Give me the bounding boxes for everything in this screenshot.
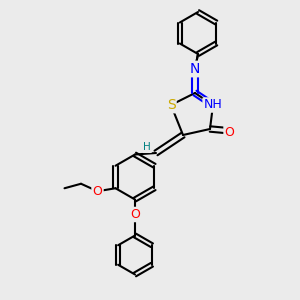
Text: S: S (167, 98, 176, 112)
Text: N: N (190, 62, 200, 76)
Text: H: H (143, 142, 151, 152)
Text: O: O (225, 126, 234, 139)
Text: O: O (93, 185, 103, 198)
Text: NH: NH (204, 98, 222, 112)
Text: O: O (130, 208, 140, 221)
